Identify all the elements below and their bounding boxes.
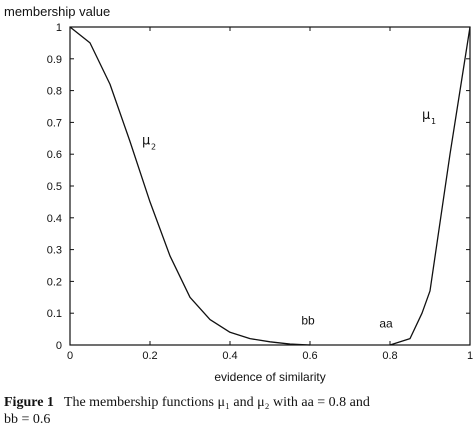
- annotation-bb: bb: [301, 313, 315, 327]
- y-tick-label: 1: [56, 22, 62, 34]
- y-tick-label: 0.3: [47, 245, 62, 257]
- annotations-layer: μ 2μ 1bb aa: [142, 108, 436, 330]
- x-tick-label: 0.4: [222, 350, 237, 362]
- caption-figure-label: Figure 1: [4, 395, 54, 410]
- caption-line-2: bb = 0.6: [4, 412, 51, 424]
- y-tick-label: 0.8: [47, 86, 62, 98]
- annotation-aa: aa: [379, 317, 393, 331]
- y-tick-label: 0.1: [47, 308, 62, 320]
- y-axis-ticks: 0 0.1 0.2 0.3 0.4 0.5 0.6 0.7 0.8 0.9 1: [47, 22, 470, 352]
- caption-text: The membership functions μ₁ and μ₂ with …: [63, 395, 370, 410]
- figure-caption: Figure 1 The membership functions μ₁ and …: [4, 394, 474, 424]
- x-tick-label: 0.8: [382, 350, 397, 362]
- x-tick-label: 1: [467, 350, 473, 362]
- mu-subscript: 1: [431, 117, 436, 126]
- x-axis-label: evidence of similarity: [214, 370, 325, 384]
- mu-symbol: μ: [142, 134, 150, 149]
- y-axis-label: membership value: [4, 4, 111, 19]
- chart: 0 0.2 0.4 0.6 0.8 1 0 0.1 0.2 0.3 0.4 0.5 0.6 0.7 0.8…: [47, 22, 473, 384]
- y-tick-label: 0.5: [47, 181, 62, 193]
- plot-frame: [69, 26, 471, 346]
- y-tick-label: 0.4: [47, 213, 62, 225]
- x-tick-label: 0: [67, 350, 73, 362]
- y-tick-label: 0.6: [47, 149, 62, 161]
- y-tick-label: 0.2: [47, 276, 62, 288]
- x-axis-ticks: 0 0.2 0.4 0.6 0.8 1: [67, 27, 473, 362]
- y-tick-label: 0.7: [47, 117, 62, 129]
- series-line-1: [69, 26, 311, 346]
- x-tick-label: 0.6: [302, 350, 317, 362]
- x-tick-label: 0.2: [142, 350, 157, 362]
- y-tick-label: 0.9: [47, 54, 62, 66]
- series-layer: [69, 26, 471, 346]
- series-line-2: [389, 26, 471, 346]
- mu-symbol: μ: [422, 108, 430, 123]
- y-tick-label: 0: [56, 340, 62, 352]
- mu-subscript: 2: [151, 143, 156, 152]
- caption-line-1: Figure 1 The membership functions μ₁ and …: [4, 394, 474, 411]
